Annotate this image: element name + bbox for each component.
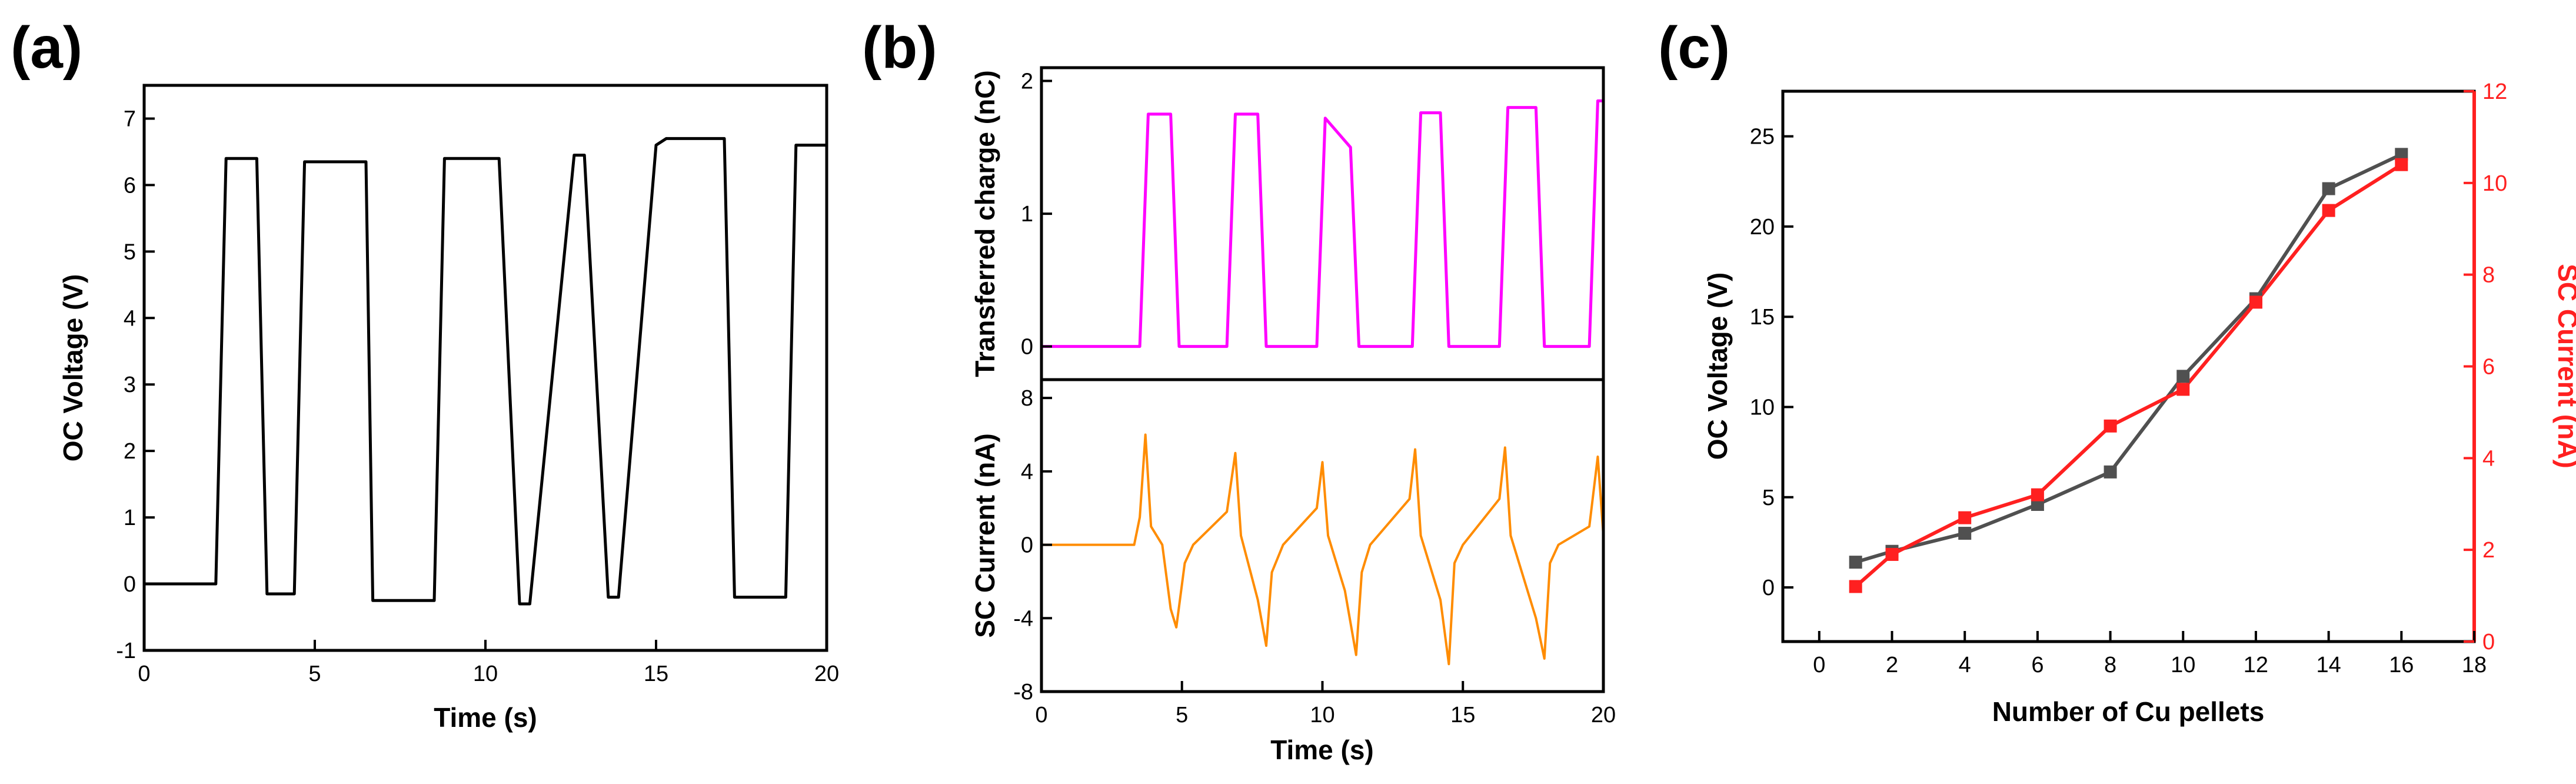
y-tick-label: 5	[1762, 486, 1775, 510]
panel-label-a: (a)	[11, 15, 82, 81]
plot-area-b-bottom	[1041, 433, 1605, 666]
x-tick-label: 20	[1591, 703, 1616, 727]
x-tick-label: 12	[2244, 653, 2268, 677]
y-axis-title-a: OC Voltage (V)	[58, 274, 88, 462]
series-line-transferred-charge	[1041, 99, 1603, 348]
data-point-sc-current	[1849, 580, 1862, 593]
y-tick-label: 4	[1021, 460, 1033, 484]
plot-area-b-top	[1041, 99, 1603, 348]
y-axis-title-c: OC Voltage (V)	[1702, 273, 1733, 460]
panel-label-c: (c)	[1658, 15, 1730, 81]
data-point-oc-voltage	[2104, 465, 2117, 479]
data-point-sc-current	[1885, 547, 1899, 561]
y-tick-label: 0	[1762, 576, 1775, 600]
x-axis-title-c: Number of Cu pellets	[1992, 696, 2265, 727]
y-axis-title-b-bottom: SC Current (nA)	[970, 433, 1000, 638]
x-tick-label: 5	[308, 662, 321, 686]
x-tick-label: 8	[2104, 653, 2116, 677]
y-tick-label: 5	[124, 240, 136, 264]
data-point-oc-voltage	[2322, 182, 2335, 195]
data-point-oc-voltage	[2395, 148, 2408, 161]
x-tick-label: 6	[2031, 653, 2044, 677]
x-tick-label: 0	[1035, 703, 1047, 727]
data-point-sc-current	[2249, 295, 2262, 309]
x-tick-label: 4	[1959, 653, 1971, 677]
x-tick-label: 15	[644, 662, 668, 686]
y-tick-label: 10	[1750, 395, 1775, 420]
y-tick-label: 4	[124, 306, 136, 331]
data-point-sc-current	[2031, 488, 2044, 501]
y-tick-label: 6	[124, 173, 136, 198]
x-tick-label: 10	[2171, 653, 2195, 677]
data-point-oc-voltage	[1958, 527, 1972, 540]
axes-frame-b-bottom	[1040, 378, 1605, 693]
y2-axis-ticks-c: 0 2 4 6 8 10 12	[2464, 79, 2507, 655]
y2-tick-label: 2	[2482, 538, 2495, 563]
y2-axis-title-c: SC Current (nA)	[2552, 264, 2576, 469]
x-tick-label: 2	[1886, 653, 1898, 677]
y2-tick-label: 12	[2482, 79, 2507, 104]
x-tick-label: 20	[814, 662, 839, 686]
x-tick-label: 5	[1176, 703, 1188, 727]
chart-panel-b-bottom: 0 5 10 15 20 -8 -4 0 4 8 Time (s) SC Current (nA…	[970, 378, 1616, 765]
panel-label-b: (b)	[862, 15, 937, 81]
y-axis-ticks-a: -1 0 1 2 3 4 5 6 7	[116, 107, 155, 663]
y-tick-label: 15	[1750, 305, 1775, 330]
y-tick-label: 8	[1021, 386, 1033, 411]
y2-tick-label: 6	[2482, 355, 2495, 380]
x-axis-ticks-a: 0 5 10 15 20	[138, 640, 839, 686]
y-tick-label: -4	[1013, 606, 1033, 631]
y-tick-label: -8	[1013, 680, 1033, 705]
x-tick-label: 15	[1450, 703, 1475, 727]
data-point-sc-current	[1958, 511, 1972, 524]
y-axis-ticks-c: 0 5 10 15 20 25	[1750, 125, 1793, 600]
series-line-oc-voltage	[144, 137, 827, 606]
y-tick-label: 7	[124, 107, 136, 131]
y-tick-label: 0	[124, 572, 136, 597]
x-axis-ticks-b: 0 5 10 15 20	[1035, 681, 1616, 727]
series-line-sc-current-c	[1854, 163, 2402, 588]
y-tick-label: -1	[116, 639, 136, 663]
data-point-sc-current	[2322, 204, 2335, 217]
x-axis-ticks-c: 0 2 4 6 8 10 12 14 16 18	[1813, 631, 2487, 677]
y-tick-label: 0	[1021, 335, 1033, 360]
data-point-sc-current	[2176, 383, 2190, 396]
data-point-sc-current	[2104, 419, 2117, 433]
chart-panel-c: 0 2 4 6 8 10 12 14 16 18 0 5 10 15 20 25 0 2 4 6 8 10 12 Num…	[1702, 79, 2576, 727]
x-tick-label: 16	[2389, 653, 2414, 677]
y2-tick-label: 0	[2482, 630, 2495, 655]
y-axis-ticks-b-bottom: -8 -4 0 4 8	[1013, 386, 1052, 705]
x-axis-title-a: Time (s)	[434, 702, 537, 733]
y-tick-label: 25	[1750, 125, 1775, 150]
x-tick-label: 0	[138, 662, 150, 686]
series-line-sc-current	[1041, 433, 1605, 666]
x-axis-title-b: Time (s)	[1270, 735, 1374, 765]
y-tick-label: 3	[124, 373, 136, 397]
x-tick-label: 10	[473, 662, 498, 686]
data-point-oc-voltage	[1849, 556, 1862, 569]
y-axis-title-b-top: Transferred charge (nC)	[970, 70, 1000, 377]
plot-area-c	[1849, 148, 2408, 593]
y-tick-label: 0	[1021, 533, 1033, 558]
y2-tick-label: 4	[2482, 446, 2495, 471]
x-tick-label: 0	[1813, 653, 1825, 677]
y-axis-ticks-b-top: 0 1 2	[1021, 69, 1052, 360]
y-tick-label: 1	[1021, 202, 1033, 227]
y2-tick-label: 10	[2482, 171, 2507, 196]
series-line-oc-voltage-c	[1855, 152, 2402, 564]
y-tick-label: 2	[124, 439, 136, 464]
x-tick-label: 14	[2316, 653, 2341, 677]
chart-panel-b-top: 0 1 2 Transferred charge (nC)	[970, 66, 1605, 381]
y-tick-label: 2	[1021, 69, 1033, 94]
y-tick-label: 20	[1750, 215, 1775, 240]
x-tick-label: 10	[1310, 703, 1334, 727]
data-point-oc-voltage	[2176, 370, 2190, 383]
data-point-sc-current	[2395, 158, 2408, 171]
x-tick-label: 18	[2462, 653, 2487, 677]
y-tick-label: 1	[124, 506, 136, 530]
y2-tick-label: 8	[2482, 263, 2495, 288]
plot-area-a	[144, 137, 827, 606]
